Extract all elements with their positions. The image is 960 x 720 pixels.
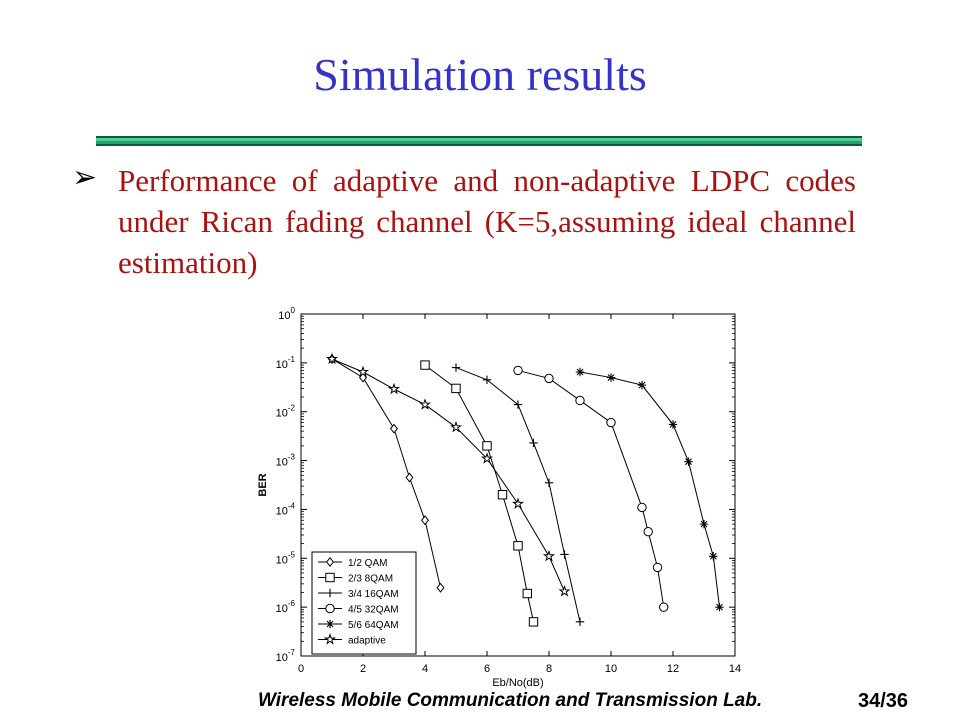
- page-number: 34/36: [858, 690, 909, 712]
- data-point: [637, 502, 647, 513]
- bullet-text: Performance of adaptive and non-adaptive…: [118, 163, 856, 280]
- series-line: [579, 371, 720, 608]
- data-point: [513, 541, 523, 551]
- legend-label: 2/3 8QAM: [348, 574, 393, 585]
- legend-marker: [325, 588, 335, 598]
- x-tick-label: 0: [298, 663, 304, 675]
- x-tick-label: 4: [422, 663, 428, 675]
- x-tick-label: 12: [667, 663, 679, 675]
- data-point: [637, 380, 647, 390]
- data-point: [420, 360, 430, 370]
- legend-marker: [325, 619, 335, 629]
- x-tick-label: 6: [484, 663, 490, 675]
- data-point: [709, 552, 718, 561]
- legend-marker: [323, 633, 337, 645]
- data-point: [449, 420, 463, 433]
- x-tick-label: 14: [729, 663, 741, 675]
- data-point: [482, 375, 492, 384]
- data-point: [544, 478, 554, 488]
- data-point: [451, 363, 461, 372]
- legend-marker: [325, 603, 335, 614]
- data-point: [529, 438, 538, 448]
- data-point: [684, 457, 693, 466]
- data-point: [511, 497, 525, 509]
- data-point: [652, 562, 663, 573]
- legend-marker: [325, 556, 335, 568]
- arrow-bullet-icon: ➢: [72, 160, 98, 195]
- legend-label: adaptive: [348, 636, 386, 647]
- data-point: [643, 527, 653, 537]
- data-point: [606, 373, 616, 382]
- data-point: [542, 549, 556, 562]
- data-point: [405, 472, 414, 483]
- legend-label: 3/4 16QAM: [348, 589, 399, 600]
- legend-label: 5/6 64QAM: [348, 620, 399, 631]
- data-point: [715, 602, 724, 612]
- data-point: [544, 373, 554, 384]
- data-point: [513, 400, 523, 409]
- data-point: [420, 515, 430, 526]
- series-5-6-64qam: [575, 367, 724, 612]
- x-tick-label: 2: [360, 663, 366, 675]
- series-adaptive: [325, 352, 571, 597]
- series-2-3-8qam: [420, 360, 539, 627]
- legend: 1/2 QAM 2/3 8QAM 3/4 16QAM 4/5 32QAM 5/6 64Q…: [311, 551, 417, 655]
- data-point: [668, 420, 678, 429]
- data-point: [387, 382, 401, 395]
- data-point: [356, 365, 370, 378]
- slide-title: Simulation results: [313, 49, 647, 100]
- series-line: [331, 358, 441, 588]
- legend-label: 4/5 32QAM: [348, 605, 399, 616]
- legend-marker: [325, 572, 335, 583]
- data-point: [560, 550, 569, 559]
- title-divider: [96, 136, 862, 146]
- data-point: [575, 617, 585, 627]
- series-3-4-16qam: [451, 363, 585, 627]
- data-point: [497, 490, 508, 500]
- data-point: [451, 383, 461, 394]
- data-point: [575, 395, 585, 406]
- data-point: [699, 519, 709, 529]
- data-point: [436, 582, 445, 593]
- x-tick-label: 8: [546, 663, 552, 675]
- data-point: [659, 602, 669, 612]
- data-point: [513, 365, 523, 376]
- y-axis-label: BER: [257, 473, 269, 496]
- data-point: [528, 617, 539, 627]
- series-line: [517, 369, 665, 608]
- data-point: [522, 588, 532, 599]
- data-point: [606, 417, 616, 428]
- series-4-5-32qam: [513, 365, 669, 612]
- data-point: [418, 398, 432, 410]
- data-point: [482, 441, 492, 451]
- data-point: [389, 423, 399, 434]
- x-tick-label: 10: [605, 663, 617, 675]
- series-1-2-qam: [327, 353, 445, 593]
- x-axis-label: Eb/No(dB): [492, 677, 543, 689]
- data-point: [558, 585, 571, 597]
- data-point: [480, 452, 494, 464]
- legend-label: 1/2 QAM: [348, 558, 387, 569]
- footer-lab-name: Wireless Mobile Communication and Transm…: [258, 690, 763, 711]
- data-point: [575, 367, 585, 377]
- data-point: [325, 352, 339, 365]
